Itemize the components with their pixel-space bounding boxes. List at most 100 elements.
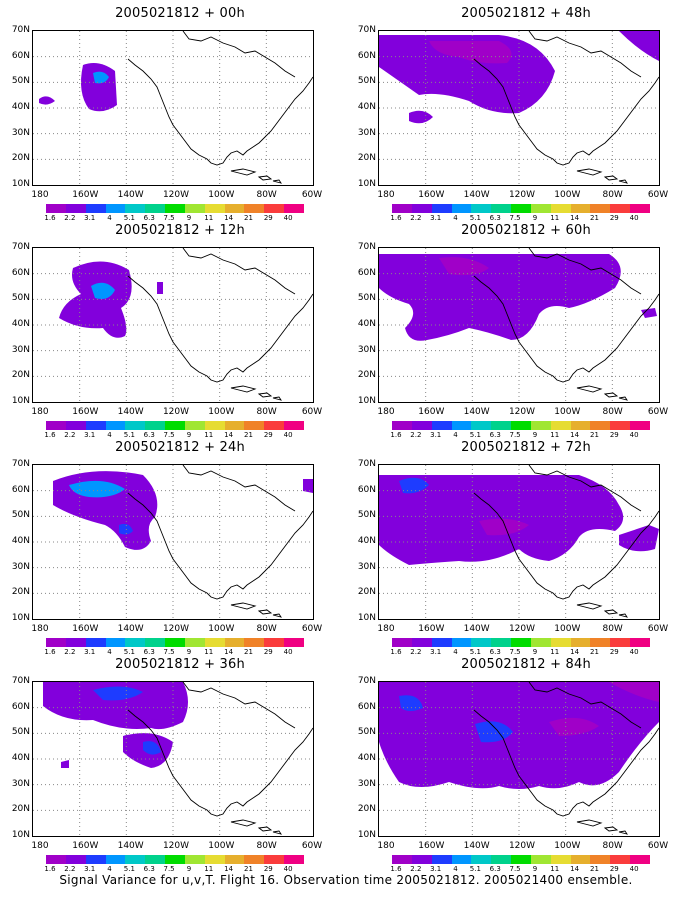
- coastline: [603, 175, 619, 181]
- colorbar-label: 21: [243, 865, 253, 873]
- map-canvas: [379, 248, 659, 402]
- colorbar-label: 29: [609, 214, 619, 222]
- y-tick-label: 50N: [11, 293, 30, 304]
- colorbar-swatch: [491, 855, 512, 864]
- y-tick-label: 20N: [11, 153, 30, 164]
- variance-region: [479, 518, 529, 536]
- colorbar-label: 21: [243, 214, 253, 222]
- variance-region: [609, 682, 659, 702]
- colorbar-label: 14: [224, 865, 234, 873]
- colorbar-swatch: [224, 204, 245, 213]
- colorbar-label: 11: [204, 214, 214, 222]
- colorbar-swatch: [590, 638, 611, 647]
- colorbar-swatch: [145, 855, 166, 864]
- colorbar-label: 14: [224, 214, 234, 222]
- variance-region: [439, 257, 489, 276]
- colorbar-swatch: [224, 855, 245, 864]
- colorbar-label: 4: [107, 865, 112, 873]
- colorbar-label: 1.6: [44, 214, 56, 222]
- y-tick-label: 40N: [11, 753, 30, 763]
- colorbar-swatch: [105, 638, 126, 647]
- colorbar-swatch: [491, 204, 512, 213]
- y-tick-label: 40N: [11, 319, 30, 329]
- y-tick-label: 20N: [11, 370, 30, 381]
- x-tick-label: 120W: [508, 190, 536, 200]
- map-canvas: [33, 682, 313, 836]
- colorbar-swatch: [145, 638, 166, 647]
- colorbar-label: 4: [107, 648, 112, 656]
- colorbar-swatch: [85, 638, 106, 647]
- x-tick-label: 160W: [72, 190, 99, 200]
- y-tick-label: 30N: [11, 778, 30, 789]
- colorbar-swatch: [46, 204, 66, 213]
- colorbar-swatch: [85, 855, 106, 864]
- panel-title-00h: 2005021812 + 00h: [115, 6, 245, 21]
- colorbar-swatch: [46, 421, 66, 430]
- coastline: [272, 396, 283, 401]
- colorbar-label: 2.2: [64, 648, 76, 656]
- coastline: [528, 248, 642, 295]
- x-tick-label: 60W: [647, 841, 669, 851]
- y-tick-label: 10N: [11, 179, 30, 189]
- colorbar-swatch: [431, 855, 452, 864]
- colorbar-swatch: [590, 421, 611, 430]
- colorbar-label: 5.1: [469, 431, 481, 439]
- coastline: [272, 613, 283, 618]
- colorbar-label: 4: [453, 431, 458, 439]
- y-tick-label: 70N: [11, 25, 30, 35]
- colorbar-label: 7.5: [163, 648, 175, 656]
- x-tick-label: 120W: [162, 407, 190, 417]
- x-tick-label: 80W: [256, 841, 277, 851]
- x-tick-label: 80W: [602, 190, 623, 200]
- colorbar-swatch: [491, 421, 512, 430]
- coastline: [473, 58, 659, 166]
- colorbar-swatch: [431, 421, 452, 430]
- y-tick-label: 70N: [11, 676, 30, 686]
- colorbar-label: 3.1: [84, 214, 96, 222]
- colorbar-label: 3.1: [84, 431, 96, 439]
- colorbar-label: 5.1: [123, 214, 135, 222]
- variance-region: [143, 741, 161, 755]
- x-tick-label: 160W: [72, 407, 99, 417]
- y-tick-label: 60N: [11, 267, 30, 278]
- coastline: [127, 58, 313, 166]
- coastline: [272, 830, 283, 835]
- y-tick-label: 60N: [11, 50, 30, 61]
- variance-region: [475, 721, 513, 743]
- x-tick-label: 120W: [508, 407, 536, 417]
- colorbar-swatch: [145, 204, 166, 213]
- colorbar-swatch: [610, 204, 631, 213]
- panel-title-24h: 2005021812 + 24h: [115, 440, 245, 455]
- colorbar-label: 9: [532, 431, 538, 439]
- colorbar-swatch: [550, 638, 571, 647]
- colorbar-label: 1.6: [390, 431, 402, 439]
- y-tick-label: 60N: [357, 701, 376, 712]
- y-tick-label: 60N: [357, 267, 376, 278]
- x-tick-label: 80W: [602, 624, 623, 634]
- colorbar-label: 11: [204, 431, 214, 439]
- y-tick-label: 30N: [357, 344, 376, 355]
- variance-region: [69, 480, 125, 498]
- colorbar-swatch: [411, 855, 432, 864]
- colorbar-swatch: [184, 855, 205, 864]
- colorbar: [392, 855, 650, 864]
- colorbar-label: 3.1: [84, 648, 96, 656]
- coastline: [182, 248, 296, 295]
- colorbar-swatch: [145, 421, 166, 430]
- variance-region: [43, 682, 188, 730]
- colorbar-label: 1.6: [390, 648, 402, 656]
- map-00h: [32, 30, 314, 186]
- panel-title-84h: 2005021812 + 84h: [461, 657, 591, 672]
- colorbar-swatch: [530, 421, 551, 430]
- y-tick-label: 70N: [11, 242, 30, 252]
- colorbar-label: 21: [589, 214, 599, 222]
- colorbar-label: 14: [570, 431, 580, 439]
- y-tick-label: 70N: [357, 676, 376, 686]
- colorbar-swatch: [125, 855, 146, 864]
- x-tick-label: 160W: [72, 624, 99, 634]
- colorbar-swatch: [392, 204, 412, 213]
- colorbar-label: 11: [204, 865, 214, 873]
- colorbar-swatch: [570, 421, 591, 430]
- panel-title-60h: 2005021812 + 60h: [461, 223, 591, 238]
- colorbar-swatch: [590, 204, 611, 213]
